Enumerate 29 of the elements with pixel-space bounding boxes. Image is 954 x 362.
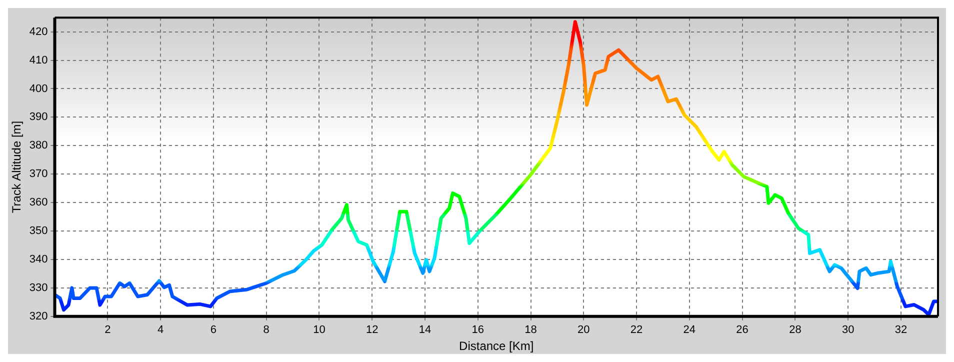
y-tick-label: 370 bbox=[29, 168, 48, 180]
y-tick-label: 330 bbox=[29, 282, 48, 294]
x-tick-label: 12 bbox=[366, 324, 378, 336]
y-tick-label: 340 bbox=[29, 254, 48, 266]
x-tick-label: 20 bbox=[578, 324, 590, 336]
x-tick-label: 18 bbox=[524, 324, 537, 336]
x-tick-label: 32 bbox=[894, 324, 908, 336]
x-tick-label: 28 bbox=[789, 324, 802, 336]
x-tick-label: 4 bbox=[157, 324, 164, 336]
x-tick-label: 22 bbox=[630, 324, 643, 336]
x-tick-label: 24 bbox=[683, 324, 696, 336]
x-tick-label: 2 bbox=[104, 324, 111, 336]
x-tick-label: 16 bbox=[472, 324, 484, 336]
x-tick-label: 6 bbox=[210, 324, 216, 336]
y-tick-label: 400 bbox=[29, 82, 48, 95]
y-tick-label: 390 bbox=[29, 111, 48, 124]
x-tick-label: 10 bbox=[313, 324, 326, 336]
y-axis-title: Track Altitude [m] bbox=[10, 120, 24, 214]
y-tick-label: 410 bbox=[29, 54, 48, 66]
x-tick-label: 26 bbox=[736, 324, 748, 336]
y-tick-label: 320 bbox=[29, 310, 48, 322]
y-tick-label: 380 bbox=[29, 140, 48, 152]
x-tick-label: 30 bbox=[842, 324, 854, 336]
x-tick-label: 14 bbox=[418, 324, 432, 336]
y-tick-label: 350 bbox=[29, 225, 48, 238]
x-tick-label: 8 bbox=[263, 324, 270, 336]
x-axis-title: Distance [Km] bbox=[459, 339, 534, 354]
y-tick-label: 360 bbox=[29, 196, 48, 209]
y-tick-label: 420 bbox=[29, 26, 48, 38]
